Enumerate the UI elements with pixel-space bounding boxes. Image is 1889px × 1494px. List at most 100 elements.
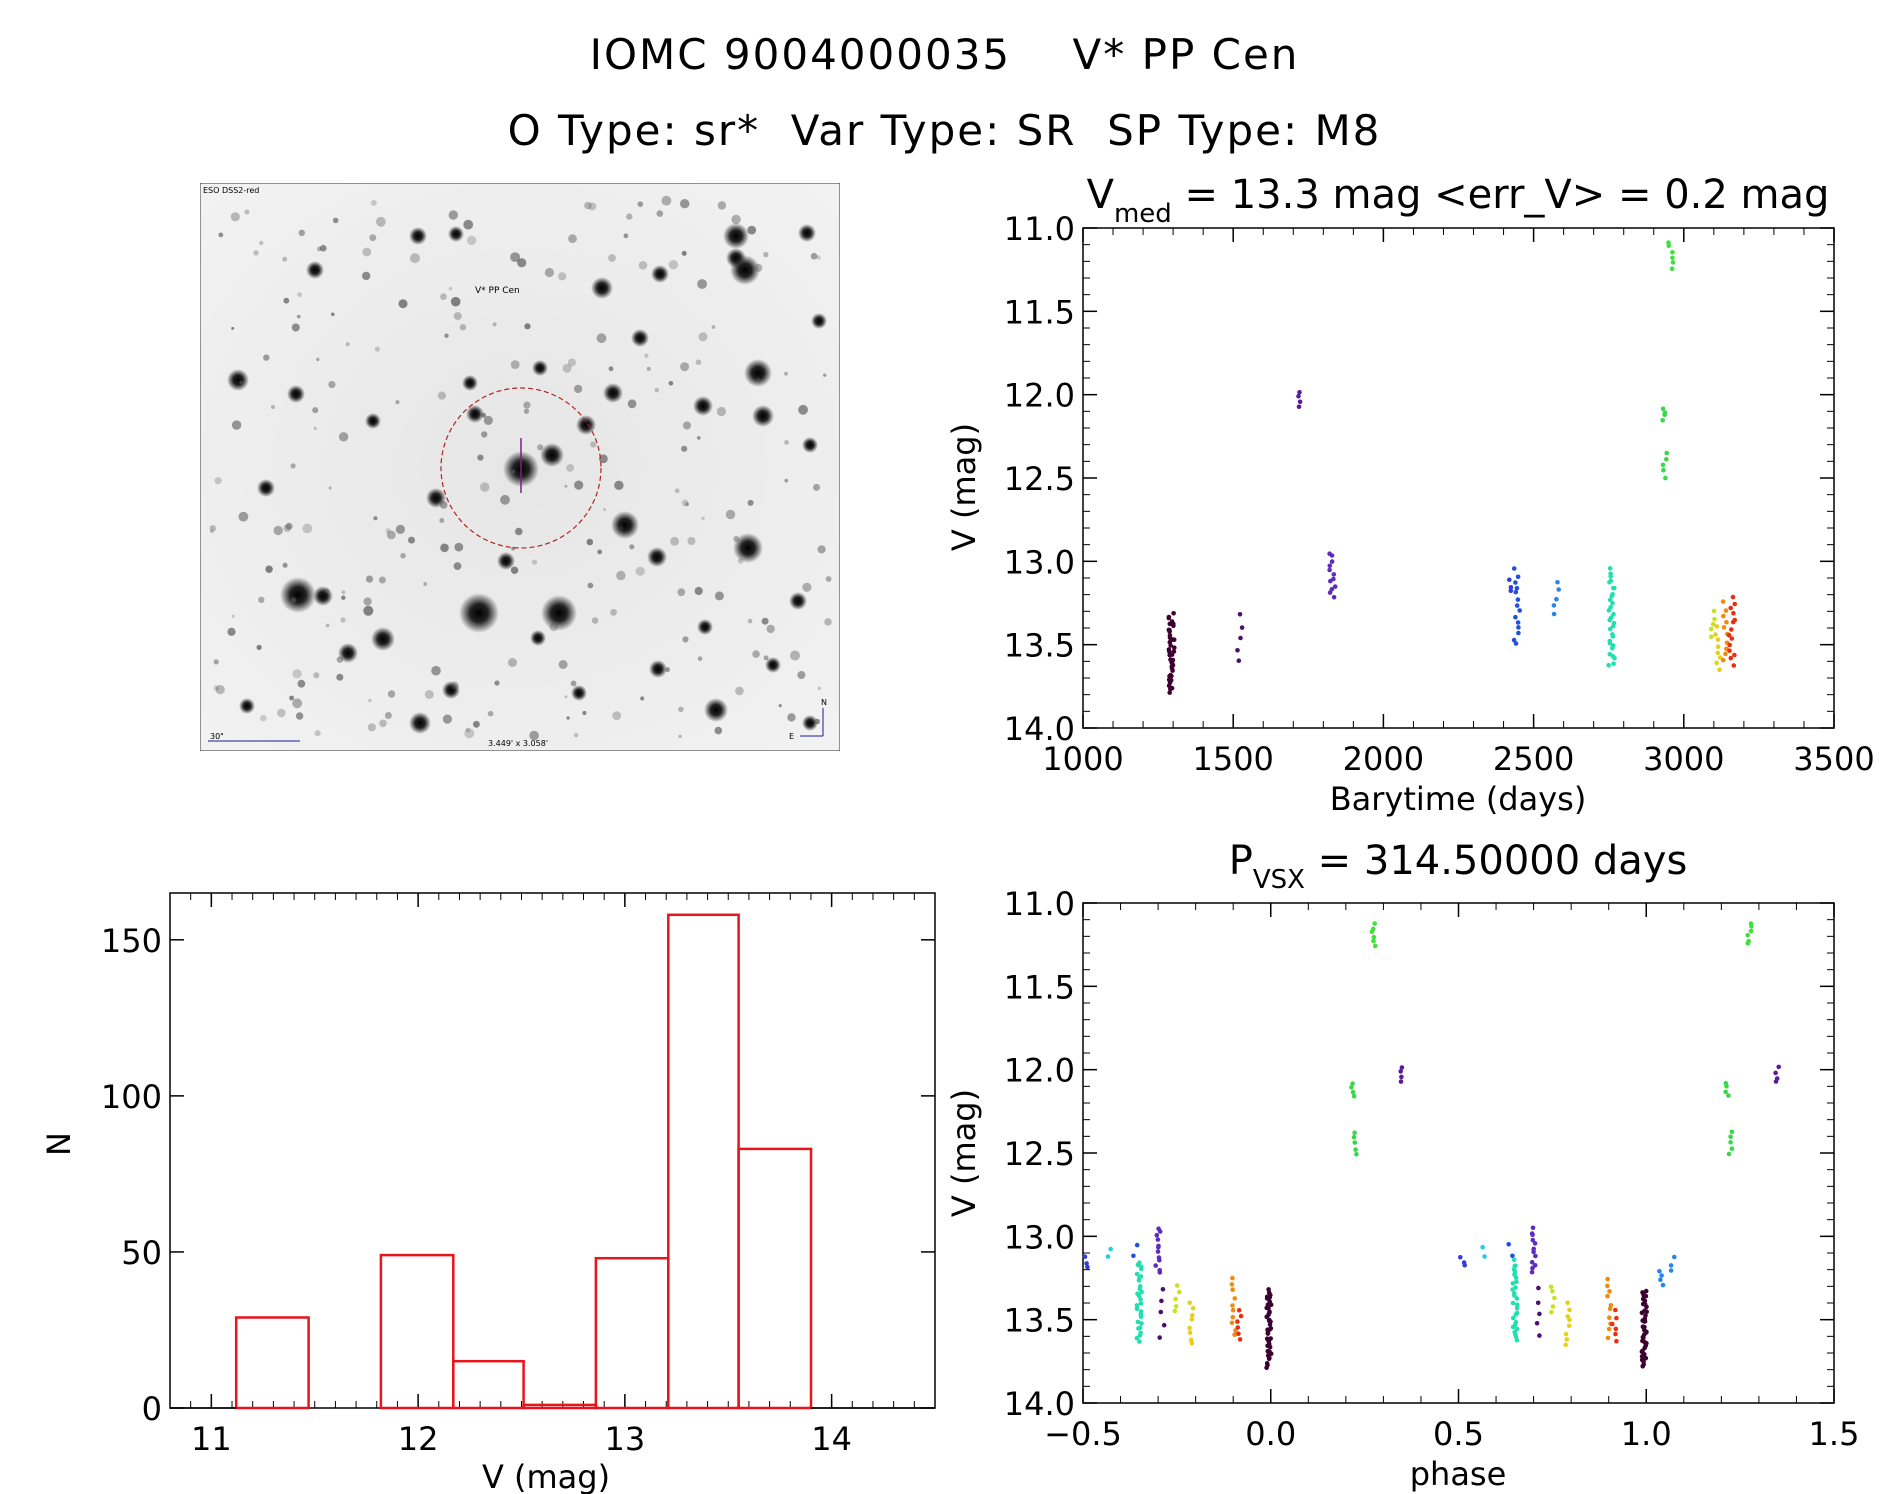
sky-faint-star — [494, 680, 500, 686]
sky-faint-star — [439, 518, 445, 523]
phased-curve-point — [1729, 1146, 1735, 1151]
x-tick-label: 2500 — [1493, 740, 1574, 778]
sky-faint-star — [566, 464, 574, 472]
sky-faint-star — [290, 597, 297, 603]
light-curve-point — [1728, 605, 1733, 611]
light-curve-point — [1717, 655, 1723, 660]
light-curve-point — [1237, 612, 1243, 617]
phased-curve-point — [1530, 1225, 1536, 1231]
phased-curve-point — [1105, 1254, 1111, 1259]
sky-faint-star — [463, 219, 474, 230]
phased-curve-point — [1371, 934, 1377, 940]
sky-faint-star — [684, 502, 690, 507]
sky-faint-star — [717, 201, 727, 210]
y-tick-label: 0 — [142, 1390, 162, 1428]
light-curve-point — [1720, 657, 1726, 663]
light-curve-point — [1515, 597, 1521, 602]
sky-faint-star — [444, 333, 449, 338]
sky-faint-star — [362, 247, 372, 257]
sky-faint-star — [674, 488, 680, 494]
light-curve-point — [1514, 585, 1520, 591]
light-curve-point — [1515, 620, 1521, 625]
figure-title-line1: IOMC 9004000035 V* PP Cen — [0, 30, 1889, 79]
sky-star — [651, 265, 669, 283]
sky-faint-star — [437, 391, 446, 400]
phased-curve-point — [1640, 1364, 1645, 1369]
sky-faint-star — [295, 712, 304, 720]
sky-faint-star — [450, 681, 459, 690]
light-curve-point — [1508, 588, 1514, 594]
light-curve-point — [1508, 585, 1514, 590]
phased-curve-point — [1550, 1288, 1555, 1294]
phased-curve-point — [1510, 1287, 1515, 1292]
phased-curve-point — [1139, 1321, 1144, 1326]
sky-faint-star — [365, 575, 374, 583]
sky-faint-star — [265, 565, 273, 573]
phased-curve-point — [1729, 1129, 1735, 1135]
sky-faint-star — [825, 576, 832, 582]
light-curve-point — [1551, 603, 1557, 608]
phased-curve-point — [1173, 1296, 1178, 1302]
phased-curve-point — [1187, 1330, 1193, 1335]
sky-faint-star — [714, 726, 723, 735]
phased-curve-point — [1567, 1317, 1572, 1322]
light-curve-point — [1660, 418, 1665, 423]
sky-star — [409, 712, 431, 734]
phased-curve-point — [1644, 1304, 1649, 1310]
phased-curve-point — [1748, 928, 1754, 934]
sky-faint-star — [328, 486, 332, 490]
sky-star — [459, 593, 499, 633]
sky-faint-star — [698, 332, 708, 342]
sky-faint-star — [459, 324, 467, 331]
light-curve-point — [1235, 648, 1240, 653]
phased-curve-point — [1155, 1237, 1161, 1242]
sky-faint-star — [515, 527, 523, 536]
light-curve-point — [1607, 626, 1613, 632]
search-radius-circle — [440, 387, 602, 549]
sky-faint-star — [218, 232, 224, 238]
sky-faint-star — [766, 624, 775, 634]
sky-star — [789, 592, 807, 610]
sky-finder-image: ESO DSS2-red V* PP Cen 30" 3.449' x 3.05… — [200, 183, 840, 751]
phased-curve-point — [1510, 1315, 1516, 1321]
phased-curve-point — [1157, 1335, 1162, 1340]
sky-faint-star — [230, 212, 240, 222]
sky-faint-star — [283, 297, 290, 304]
phased-curve-point — [1236, 1308, 1242, 1313]
light-curve-point — [1727, 642, 1732, 648]
phased-curve-xlabel: phase — [1410, 1455, 1507, 1493]
phased-curve-point — [1514, 1302, 1520, 1308]
sky-star — [704, 698, 728, 722]
sky-faint-star — [448, 210, 458, 220]
phased-curve-point — [1745, 933, 1750, 938]
phased-curve-point — [1514, 1305, 1520, 1311]
sky-faint-star — [668, 260, 679, 270]
light-curve-point — [1607, 617, 1612, 623]
sky-faint-star — [747, 225, 757, 235]
light-curve-point — [1714, 660, 1719, 666]
y-tick-label: 12.0 — [1004, 377, 1075, 415]
phased-curve-point — [1266, 1356, 1272, 1362]
light-curve-point — [1660, 406, 1666, 412]
sky-faint-star — [292, 698, 303, 709]
sky-faint-star — [338, 432, 349, 442]
y-tick-label: 14.0 — [1004, 1385, 1075, 1423]
phased-curve-point — [1530, 1232, 1535, 1238]
light-curve-point — [1669, 266, 1675, 272]
light-curve-point — [1666, 243, 1672, 248]
sky-faint-star — [384, 712, 392, 719]
phased-curve-point — [1550, 1304, 1556, 1309]
light-curve-point — [1724, 620, 1729, 625]
light-curve-point — [1297, 399, 1303, 405]
phased-curve-point — [1512, 1263, 1517, 1269]
sky-faint-star — [761, 617, 769, 625]
compass-north-label: N — [821, 698, 827, 707]
sky-star — [365, 413, 381, 429]
phased-curve-point — [1352, 1140, 1358, 1145]
y-tick-label: 14.0 — [1004, 710, 1075, 748]
light-curve-ylabel: V (mag) — [945, 423, 983, 551]
sky-faint-star — [209, 525, 216, 532]
phased-curve-point — [1172, 1308, 1178, 1314]
sky-faint-star — [312, 407, 319, 414]
light-curve-point — [1607, 580, 1612, 585]
